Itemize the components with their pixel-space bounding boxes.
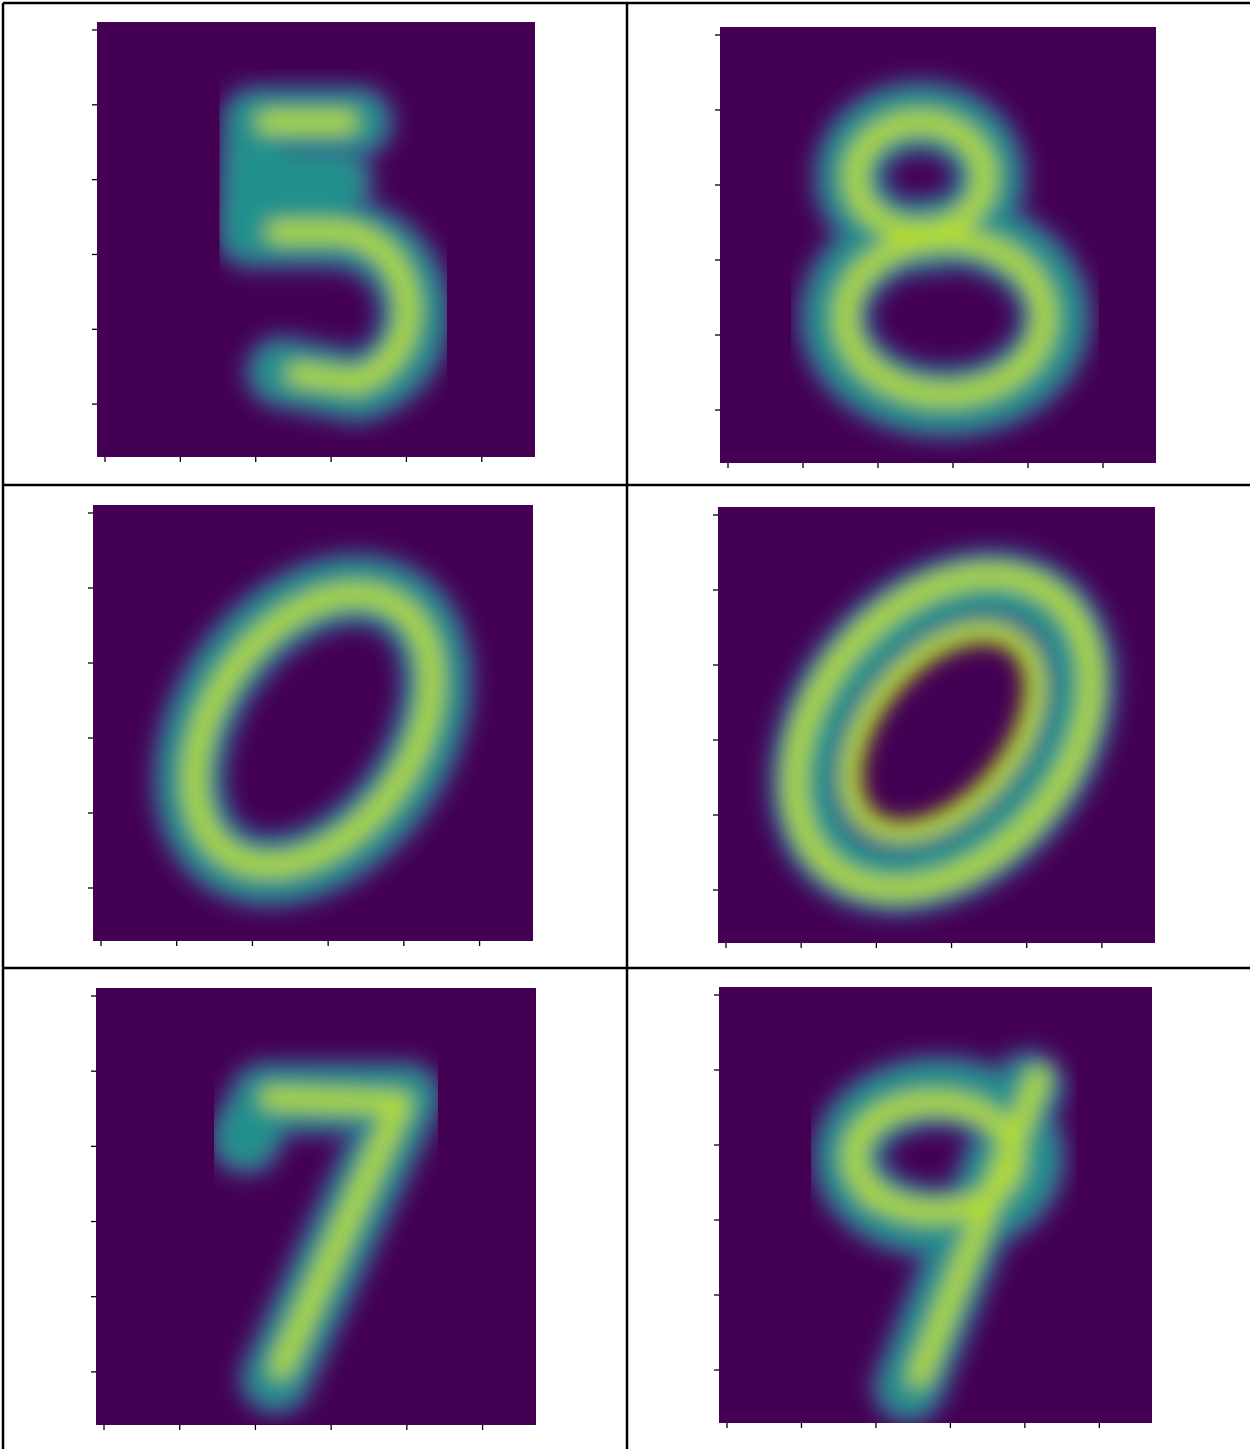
- digit-image: [96, 988, 536, 1425]
- digit-image: [720, 27, 1156, 463]
- digit-image: [718, 507, 1155, 943]
- digit-image: [93, 505, 533, 941]
- digit-image: [719, 987, 1152, 1423]
- digit-image: [97, 22, 535, 457]
